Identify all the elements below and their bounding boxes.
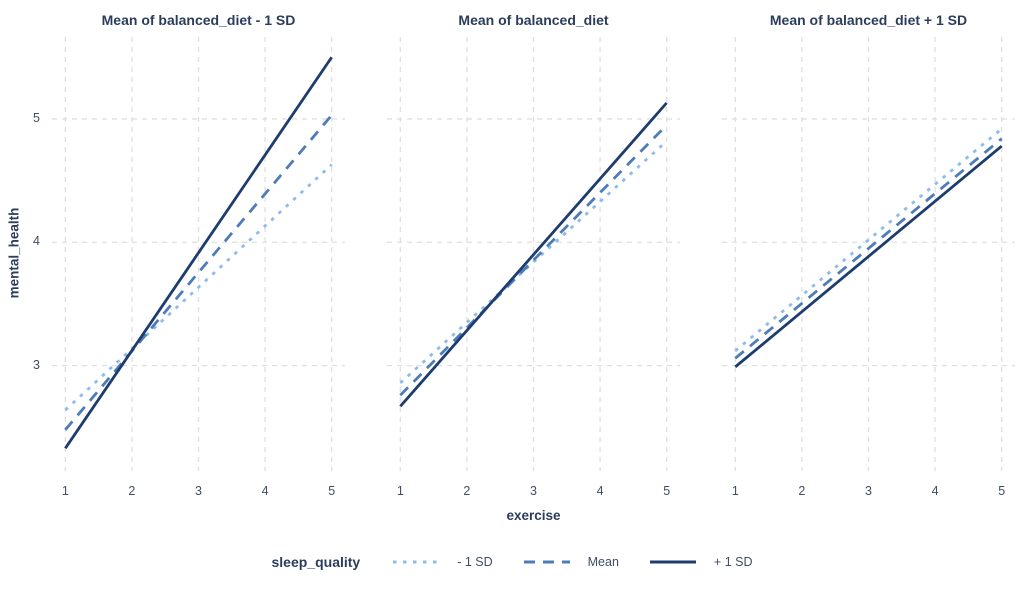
x-tick-label: 3: [865, 484, 872, 498]
facet-title: Mean of balanced_diet + 1 SD: [769, 12, 968, 28]
x-tick-label: 4: [596, 484, 604, 498]
x-tick-label: 1: [396, 484, 404, 498]
x-tick-label: 2: [798, 484, 806, 498]
series-line-solid: [399, 101, 668, 408]
y-axis-label: mental_health: [6, 207, 22, 299]
facet-plot-svg: [52, 37, 345, 471]
x-tick-label: 2: [463, 484, 471, 498]
x-tick-label: 3: [195, 484, 202, 498]
facet-title: Mean of balanced_diet: [458, 12, 609, 28]
y-tick-label: 5: [33, 110, 40, 125]
x-tick-label: 2: [128, 484, 136, 498]
x-tick-label: 5: [328, 484, 336, 498]
facet-panel: [52, 37, 345, 471]
legend-items: - 1 SD Mean + 1 SD: [392, 555, 752, 569]
y-tick-label: 3: [33, 357, 40, 372]
series-line-solid: [734, 144, 1003, 368]
y-tick-label: 4: [33, 234, 40, 249]
facet-title: Mean of balanced_diet - 1 SD: [101, 12, 296, 28]
series-line-dashed: [64, 114, 333, 431]
x-axis-label: exercise: [506, 508, 561, 523]
legend-line-swatch-dashed: [523, 560, 570, 564]
series-line-dotted: [734, 127, 1003, 352]
series-line-dashed: [734, 137, 1003, 360]
legend-label: - 1 SD: [457, 555, 493, 569]
x-tick-label: 5: [663, 484, 671, 498]
legend-item: + 1 SD: [649, 555, 753, 569]
facet-plot-svg: [722, 37, 1015, 471]
legend-label: + 1 SD: [713, 555, 753, 569]
legend-line-swatch-dotted: [393, 560, 440, 564]
x-tick-label: 3: [530, 484, 537, 498]
legend-item: Mean: [523, 555, 619, 569]
legend-label: Mean: [587, 555, 619, 569]
legend-title: sleep_quality: [271, 554, 361, 570]
legend-item: - 1 SD: [392, 555, 493, 569]
series-line-dotted: [64, 163, 333, 412]
series-line-dashed: [399, 124, 668, 397]
series-line-solid: [64, 56, 333, 450]
x-tick-label: 4: [931, 484, 939, 498]
facet-plot-svg: [387, 37, 680, 471]
x-tick-label: 5: [998, 484, 1006, 498]
legend-line-swatch-solid: [649, 560, 696, 564]
x-tick-label: 4: [261, 484, 269, 498]
facet-panel: [387, 37, 680, 471]
facet-panel: [722, 37, 1015, 471]
x-tick-label: 1: [61, 484, 69, 498]
x-tick-label: 1: [731, 484, 739, 498]
legend: sleep_quality - 1 SD Mean + 1 SD: [0, 549, 1024, 575]
